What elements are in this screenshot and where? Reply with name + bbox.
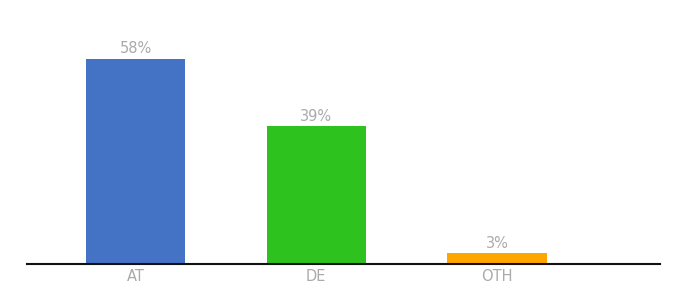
- Bar: [447, 254, 547, 264]
- Text: 39%: 39%: [301, 109, 333, 124]
- Text: 3%: 3%: [486, 236, 509, 250]
- Bar: [267, 126, 366, 264]
- Bar: [86, 59, 185, 264]
- Text: 58%: 58%: [120, 41, 152, 56]
